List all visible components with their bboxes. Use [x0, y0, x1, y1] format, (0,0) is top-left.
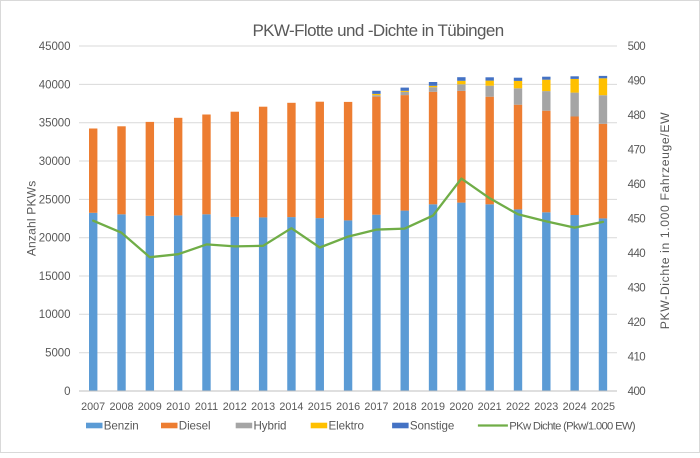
svg-text:PKW-Flotte und -Dichte in Tübi: PKW-Flotte und -Dichte in Tübingen: [252, 21, 503, 40]
svg-text:400: 400: [628, 386, 646, 398]
svg-text:Hybrid: Hybrid: [254, 419, 287, 432]
svg-text:2019: 2019: [421, 401, 445, 413]
svg-text:5000: 5000: [45, 348, 70, 360]
svg-text:2016: 2016: [336, 401, 360, 413]
svg-text:2018: 2018: [393, 401, 417, 413]
svg-text:2012: 2012: [223, 401, 247, 413]
svg-text:410: 410: [628, 351, 646, 363]
svg-text:500: 500: [628, 41, 646, 53]
svg-text:25000: 25000: [39, 194, 71, 206]
svg-text:2021: 2021: [478, 401, 502, 413]
svg-text:2014: 2014: [279, 401, 303, 413]
svg-text:420: 420: [628, 317, 646, 329]
svg-text:2009: 2009: [138, 401, 162, 413]
svg-text:45000: 45000: [39, 41, 71, 53]
svg-text:490: 490: [628, 75, 646, 87]
svg-text:35000: 35000: [39, 118, 71, 130]
svg-text:Anzahl PKWs: Anzahl PKWs: [24, 181, 38, 257]
svg-text:2011: 2011: [195, 401, 218, 413]
svg-text:2020: 2020: [449, 401, 473, 413]
svg-text:460: 460: [628, 179, 646, 191]
svg-text:440: 440: [628, 248, 646, 260]
svg-text:2022: 2022: [506, 401, 530, 413]
svg-text:30000: 30000: [39, 156, 71, 168]
svg-text:Benzin: Benzin: [104, 419, 139, 432]
svg-text:2010: 2010: [166, 401, 190, 413]
svg-text:2025: 2025: [591, 401, 615, 413]
svg-text:2007: 2007: [81, 401, 105, 413]
svg-text:2024: 2024: [563, 401, 587, 413]
svg-text:15000: 15000: [39, 271, 71, 283]
svg-text:PKW-Dichte in 1.000 Fahrzeuge/: PKW-Dichte in 1.000 Fahrzeuge/EW: [658, 112, 672, 329]
svg-text:0: 0: [64, 386, 70, 398]
svg-text:2008: 2008: [109, 401, 133, 413]
svg-text:2013: 2013: [251, 401, 275, 413]
svg-text:Elektro: Elektro: [329, 419, 364, 432]
svg-text:Diesel: Diesel: [179, 419, 211, 432]
svg-text:450: 450: [628, 213, 646, 225]
svg-text:430: 430: [628, 282, 646, 294]
svg-text:2023: 2023: [534, 401, 558, 413]
svg-text:2017: 2017: [364, 401, 388, 413]
svg-text:PKw Dichte (Pkw/1.000 EW): PKw Dichte (Pkw/1.000 EW): [509, 420, 636, 432]
svg-text:10000: 10000: [39, 309, 71, 321]
svg-text:480: 480: [628, 110, 646, 122]
svg-text:2015: 2015: [308, 401, 332, 413]
svg-text:20000: 20000: [39, 233, 71, 245]
svg-text:470: 470: [628, 144, 646, 156]
svg-text:40000: 40000: [39, 79, 71, 91]
svg-text:Sonstige: Sonstige: [410, 419, 454, 432]
